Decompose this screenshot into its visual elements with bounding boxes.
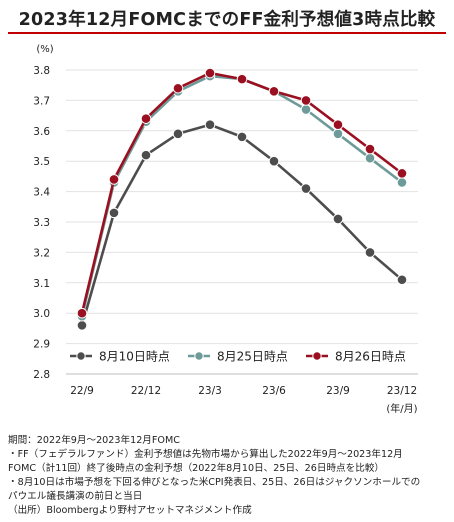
note-line: FOMC（計11回）終了後時点の金利予想（2022年8月10日、25日、26日時… — [8, 463, 385, 474]
y-tick-label: 2.9 — [33, 339, 50, 351]
data-point — [364, 143, 376, 155]
y-axis-label: (%) — [36, 44, 53, 55]
chart-notes: 期間：2022年9月～2023年12月FOMC ・FF（フェデラルファンド）金利… — [8, 434, 452, 518]
legend-swatch-marker — [76, 351, 86, 361]
y-tick-label: 3.1 — [33, 278, 50, 290]
data-point — [364, 247, 376, 258]
data-point — [204, 67, 216, 79]
data-point — [236, 131, 248, 143]
x-tick-label: 23/3 — [198, 385, 222, 397]
data-point — [300, 104, 312, 115]
y-tick-label: 3.8 — [33, 65, 50, 77]
note-line: （出所）Bloombergより野村アセットマネジメント作成 — [8, 505, 252, 516]
legend-label: 8月26日時点 — [335, 350, 406, 364]
data-point — [300, 183, 312, 194]
data-point — [268, 85, 280, 97]
y-tick-label: 3.5 — [33, 156, 50, 168]
data-point — [76, 307, 88, 319]
data-point — [332, 119, 344, 131]
data-point — [236, 73, 248, 85]
x-tick-label: 22/12 — [131, 385, 161, 397]
y-tick-label: 3.0 — [33, 308, 50, 320]
data-point — [140, 149, 152, 161]
data-point — [268, 155, 280, 167]
title-underline — [8, 32, 446, 34]
legend-swatch-marker — [312, 351, 322, 361]
data-point — [332, 213, 344, 225]
y-tick-label: 3.2 — [33, 247, 50, 259]
y-tick-label: 3.7 — [33, 95, 50, 107]
data-point — [172, 128, 184, 140]
data-point — [76, 320, 88, 331]
note-line: パウエル議長講演の前日と当日 — [8, 491, 143, 502]
data-point — [300, 95, 312, 106]
data-point — [108, 174, 120, 185]
data-point — [108, 207, 120, 219]
y-tick-label: 3.4 — [33, 187, 50, 199]
data-point — [364, 152, 376, 164]
data-point — [396, 274, 408, 286]
y-tick-label: 3.6 — [33, 126, 50, 138]
legend-label: 8月25日時点 — [217, 350, 288, 364]
x-tick-label: 23/9 — [326, 385, 350, 397]
x-axis-label: (年/月) — [386, 402, 417, 415]
series-line — [80, 71, 403, 314]
chart-title: 2023年12月FOMCまでのFF金利予想値3時点比較 — [18, 10, 436, 30]
data-point — [396, 168, 408, 179]
legend-swatch-marker — [194, 351, 204, 361]
y-tick-label: 2.8 — [33, 369, 50, 381]
data-point — [332, 128, 344, 140]
data-point — [396, 177, 408, 188]
line-chart: 2.8 2.9 3.0 3.1 3.2 3.3 3.4 3.5 3.6 3.7 3.8 (%) 22/9… — [33, 44, 418, 415]
legend-label: 8月10日時点 — [99, 350, 170, 364]
x-tick-label: 22/9 — [70, 385, 94, 397]
series-line — [80, 74, 403, 317]
note-line: ・8月10日は市場予想を下回る伸びとなった米CPI発表日、25日、26日はジャク… — [8, 477, 421, 488]
y-tick-label: 3.3 — [33, 217, 50, 229]
note-line: 期間：2022年9月～2023年12月FOMC — [8, 435, 180, 446]
data-point — [140, 113, 152, 124]
data-point — [204, 119, 216, 131]
note-line: ・FF（フェデラルファンド）金利予想値は先物市場から算出した2022年9月～20… — [8, 449, 403, 460]
x-tick-label: 23/12 — [387, 385, 417, 397]
x-tick-label: 23/6 — [262, 385, 286, 397]
data-point — [172, 82, 184, 94]
